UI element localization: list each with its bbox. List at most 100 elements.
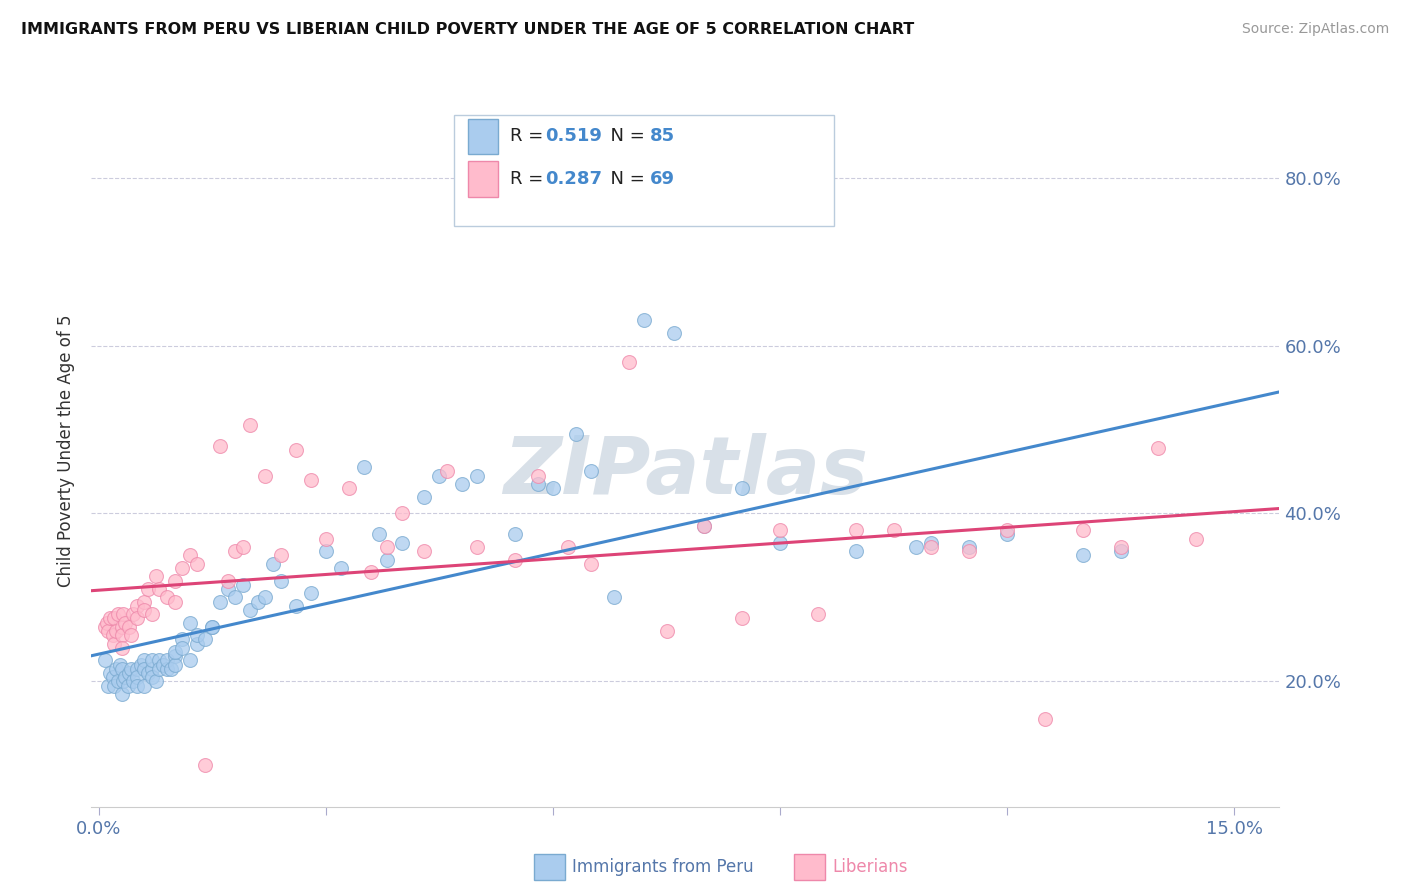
Point — [156, 662, 179, 676]
Point — [633, 313, 655, 327]
Point — [239, 418, 262, 433]
Point — [429, 468, 451, 483]
Point — [141, 662, 163, 676]
Point — [134, 662, 156, 676]
Point — [103, 611, 125, 625]
Point — [94, 620, 117, 634]
Point — [368, 527, 391, 541]
Point — [375, 552, 398, 566]
Point — [1071, 549, 1094, 563]
Point — [148, 662, 170, 676]
Point — [179, 549, 201, 563]
Point — [117, 679, 139, 693]
Point — [270, 574, 292, 588]
Text: N =: N = — [599, 128, 650, 145]
Text: Immigrants from Peru: Immigrants from Peru — [572, 858, 754, 876]
Text: 69: 69 — [650, 170, 675, 188]
Point — [172, 561, 194, 575]
Text: R =: R = — [509, 128, 548, 145]
Point — [145, 569, 167, 583]
Point — [118, 665, 141, 680]
Point — [693, 519, 716, 533]
Point — [337, 481, 360, 495]
Point — [503, 552, 526, 566]
Point — [120, 628, 142, 642]
Point — [148, 582, 170, 596]
Point — [179, 615, 201, 630]
Point — [391, 536, 413, 550]
Point — [807, 607, 830, 622]
Point — [995, 527, 1018, 541]
Point — [527, 468, 550, 483]
Point — [920, 540, 942, 554]
Point — [232, 578, 254, 592]
Point — [957, 544, 980, 558]
Y-axis label: Child Poverty Under the Age of 5: Child Poverty Under the Age of 5 — [58, 314, 76, 587]
Point — [111, 640, 134, 655]
Point — [299, 473, 322, 487]
Point — [160, 662, 183, 676]
Point — [122, 674, 145, 689]
Point — [156, 591, 179, 605]
Point — [503, 527, 526, 541]
Point — [845, 544, 868, 558]
Point — [883, 523, 905, 537]
Point — [125, 662, 148, 676]
Point — [134, 603, 156, 617]
Text: 85: 85 — [650, 128, 675, 145]
Point — [224, 591, 246, 605]
Point — [186, 628, 208, 642]
Point — [579, 557, 602, 571]
Point — [299, 586, 322, 600]
Point — [125, 599, 148, 613]
Point — [97, 679, 120, 693]
Point — [541, 481, 564, 495]
Point — [284, 599, 307, 613]
Point — [920, 536, 942, 550]
Point — [125, 670, 148, 684]
Point — [375, 540, 398, 554]
Point — [1109, 540, 1132, 554]
Point — [465, 540, 488, 554]
Point — [148, 653, 170, 667]
Point — [391, 507, 413, 521]
Point — [136, 582, 159, 596]
Point — [579, 465, 602, 479]
Point — [112, 607, 135, 622]
Point — [465, 468, 488, 483]
Point — [617, 355, 640, 369]
Point — [101, 670, 124, 684]
Point — [101, 628, 124, 642]
Point — [602, 591, 624, 605]
Point — [284, 443, 307, 458]
Point — [129, 657, 152, 672]
Point — [1185, 532, 1208, 546]
Point — [217, 574, 239, 588]
Text: 0.519: 0.519 — [546, 128, 602, 145]
Point — [111, 620, 134, 634]
Point — [995, 523, 1018, 537]
Point — [360, 565, 382, 579]
Point — [111, 662, 134, 676]
Point — [134, 679, 156, 693]
Point — [845, 523, 868, 537]
Point — [107, 674, 129, 689]
Point — [163, 657, 186, 672]
Point — [315, 532, 337, 546]
Point — [172, 640, 194, 655]
Point — [208, 439, 231, 453]
Point — [194, 632, 217, 647]
Point — [262, 557, 284, 571]
Point — [120, 662, 142, 676]
Point — [564, 426, 586, 441]
Point — [98, 611, 121, 625]
Point — [186, 557, 208, 571]
Point — [1109, 544, 1132, 558]
Text: Liberians: Liberians — [832, 858, 908, 876]
Point — [156, 653, 179, 667]
Point — [662, 326, 685, 340]
Point — [413, 544, 436, 558]
Point — [655, 624, 678, 638]
Point — [1071, 523, 1094, 537]
Point — [134, 594, 156, 608]
